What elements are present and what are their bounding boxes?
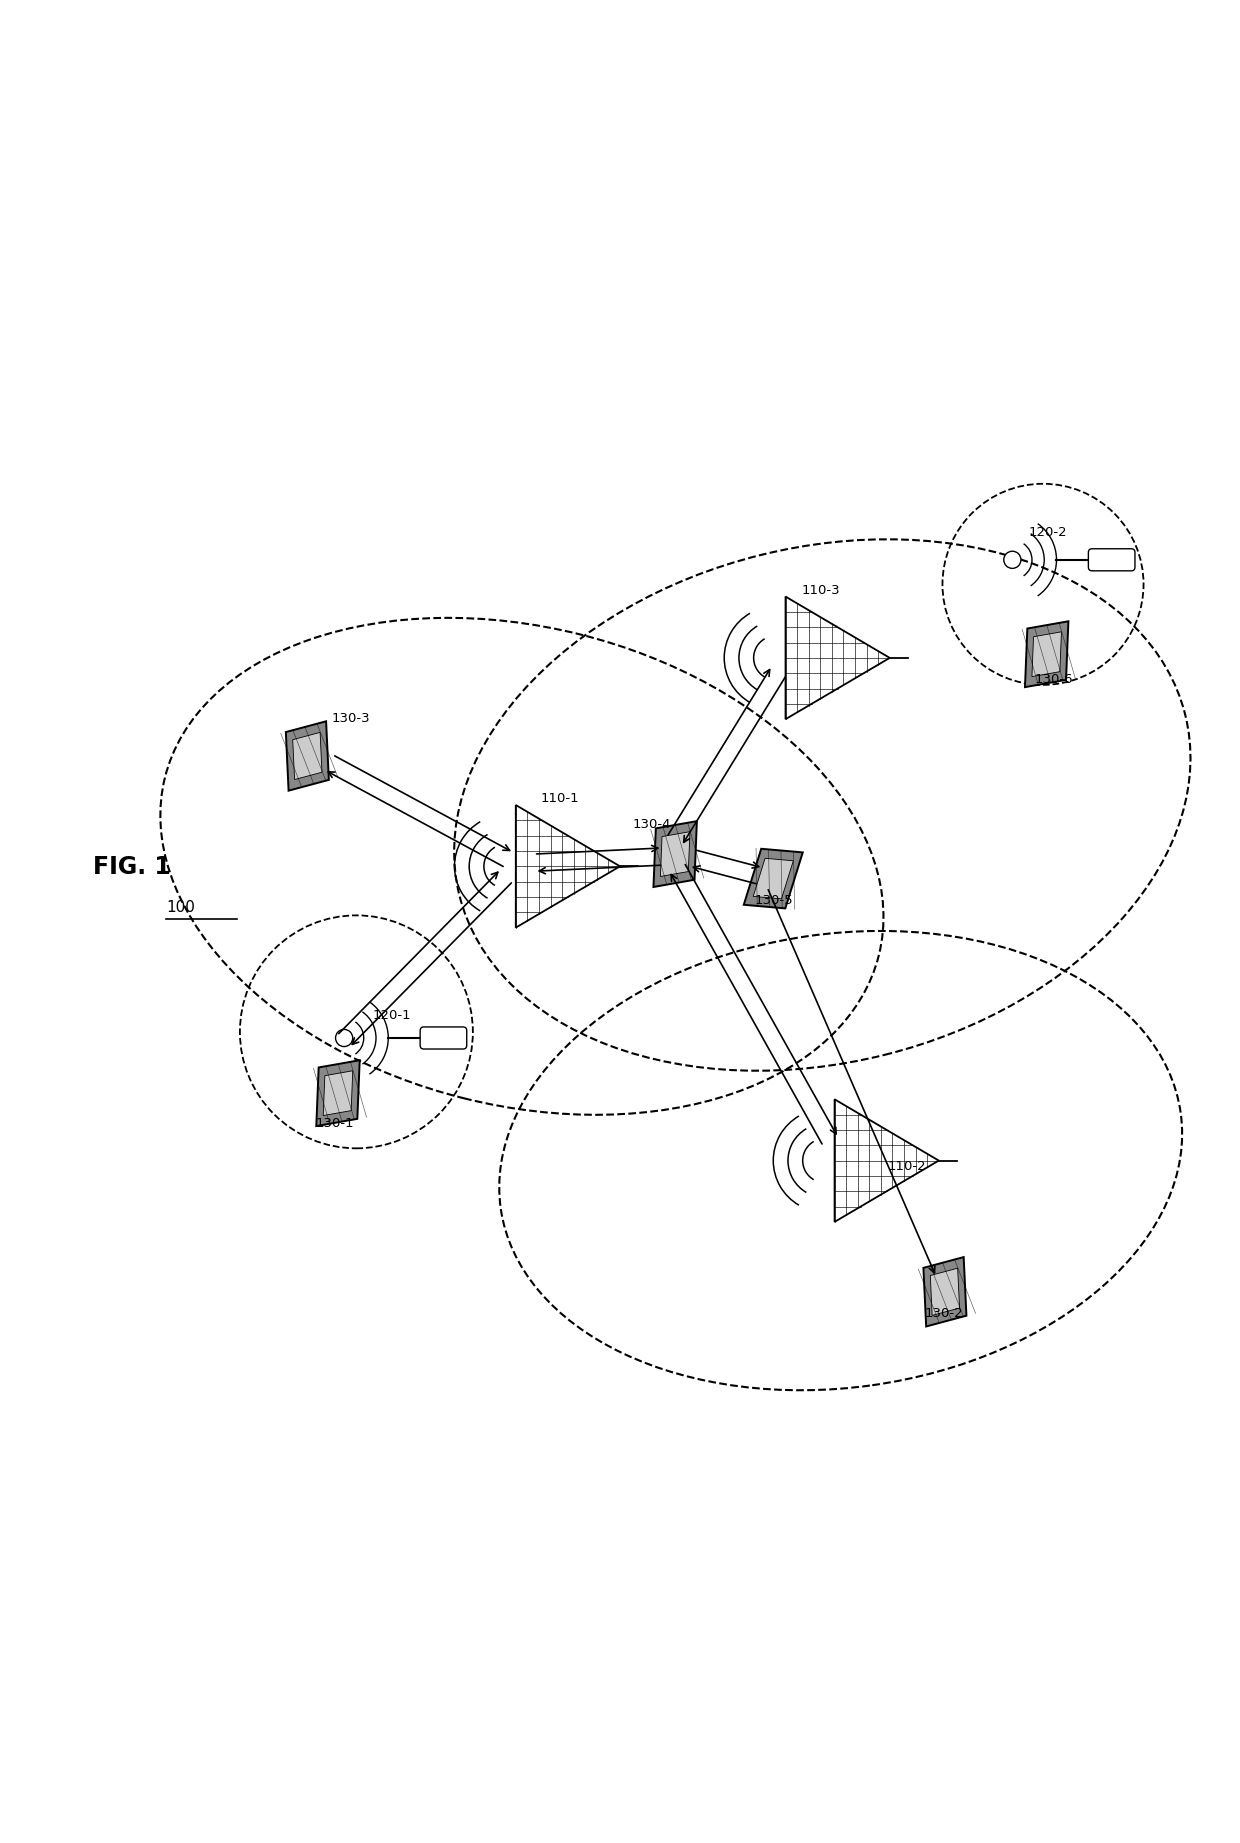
- Text: 110-3: 110-3: [801, 584, 839, 597]
- FancyBboxPatch shape: [420, 1027, 466, 1049]
- Text: FIG. 1: FIG. 1: [93, 855, 171, 879]
- Text: 110-2: 110-2: [888, 1159, 926, 1172]
- Polygon shape: [753, 859, 794, 899]
- Polygon shape: [653, 822, 697, 886]
- Text: 100: 100: [166, 901, 195, 916]
- Text: 130-6: 130-6: [1034, 673, 1073, 686]
- Polygon shape: [286, 721, 329, 791]
- Polygon shape: [316, 1060, 360, 1126]
- Text: 120-2: 120-2: [1028, 525, 1066, 538]
- Text: 130-1: 130-1: [316, 1117, 355, 1130]
- Text: 130-4: 130-4: [632, 818, 671, 831]
- Polygon shape: [324, 1071, 352, 1115]
- Polygon shape: [924, 1257, 966, 1327]
- Polygon shape: [930, 1268, 960, 1316]
- Text: 130-2: 130-2: [924, 1307, 962, 1320]
- Polygon shape: [661, 831, 689, 877]
- Polygon shape: [516, 805, 620, 927]
- FancyBboxPatch shape: [1089, 549, 1135, 571]
- Polygon shape: [744, 850, 802, 909]
- Circle shape: [1003, 551, 1021, 568]
- Circle shape: [336, 1030, 352, 1047]
- Text: 120-1: 120-1: [372, 1008, 410, 1023]
- Text: 130-5: 130-5: [755, 894, 794, 907]
- Text: 110-1: 110-1: [541, 792, 579, 805]
- Polygon shape: [293, 732, 322, 780]
- Text: 130-3: 130-3: [332, 713, 371, 726]
- Polygon shape: [1025, 621, 1069, 687]
- Polygon shape: [835, 1098, 939, 1222]
- Polygon shape: [1032, 632, 1061, 676]
- Polygon shape: [785, 597, 890, 719]
